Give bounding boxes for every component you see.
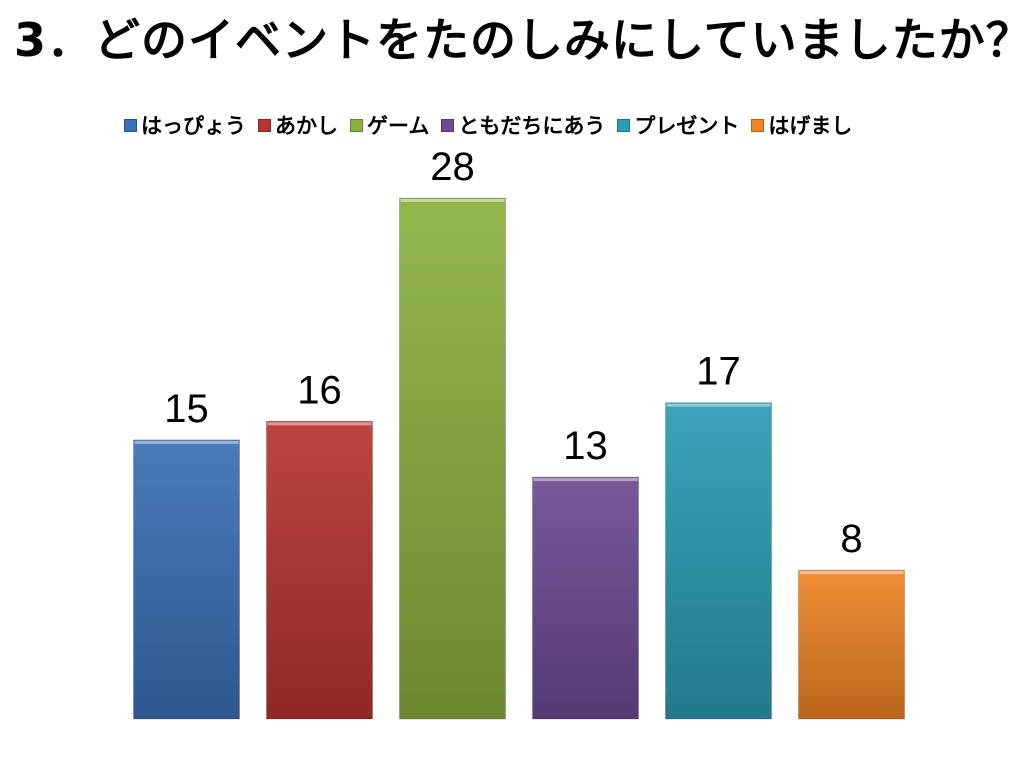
bar-5 (665, 402, 772, 720)
legend-label: あかし (275, 114, 338, 138)
data-label-5: 17 (696, 350, 741, 394)
bar-highlight (799, 571, 904, 575)
legend-swatch-icon (751, 118, 765, 132)
legend-item-akashi: あかし (258, 110, 338, 140)
data-label-3: 28 (430, 145, 475, 189)
legend-item-present: プレゼント (617, 110, 739, 140)
bar-highlight (267, 422, 372, 426)
legend-swatch-icon (617, 118, 631, 132)
legend-label: はっぴょう (141, 114, 246, 138)
bar-4 (532, 476, 639, 720)
data-label-6: 8 (840, 517, 862, 561)
legend-label: はげまし (768, 114, 853, 138)
legend-swatch-icon (441, 118, 455, 132)
legend-item-tomodachi: ともだちにあう (441, 110, 605, 140)
data-label-1: 15 (164, 387, 209, 431)
chart-legend: はっぴょう あかし ゲーム ともだちにあう プレゼント はげまし (124, 110, 964, 140)
legend-label: ゲーム (367, 114, 430, 138)
bar-highlight (666, 403, 771, 407)
slide-title: 3．どのイベントをたのしみにしていましたか？ (14, 13, 1024, 67)
legend-swatch-icon (124, 118, 137, 132)
legend-item-happyou: はっぴょう (124, 110, 246, 140)
legend-item-hagemashi: はげまし (751, 110, 852, 140)
bar-2 (266, 420, 373, 720)
data-label-2: 16 (297, 368, 342, 412)
legend-item-game: ゲーム (350, 110, 429, 140)
legend-label: プレゼント (634, 114, 740, 138)
legend-swatch-icon (258, 118, 271, 132)
bar-highlight (400, 199, 505, 202)
bar-6 (798, 569, 905, 720)
legend-swatch-icon (350, 118, 363, 132)
legend-label: ともだちにあう (458, 114, 606, 138)
bar-highlight (134, 440, 239, 444)
bar-1 (133, 439, 240, 720)
data-label-4: 13 (563, 424, 608, 468)
bar-3 (399, 197, 506, 720)
bar-highlight (533, 478, 638, 482)
